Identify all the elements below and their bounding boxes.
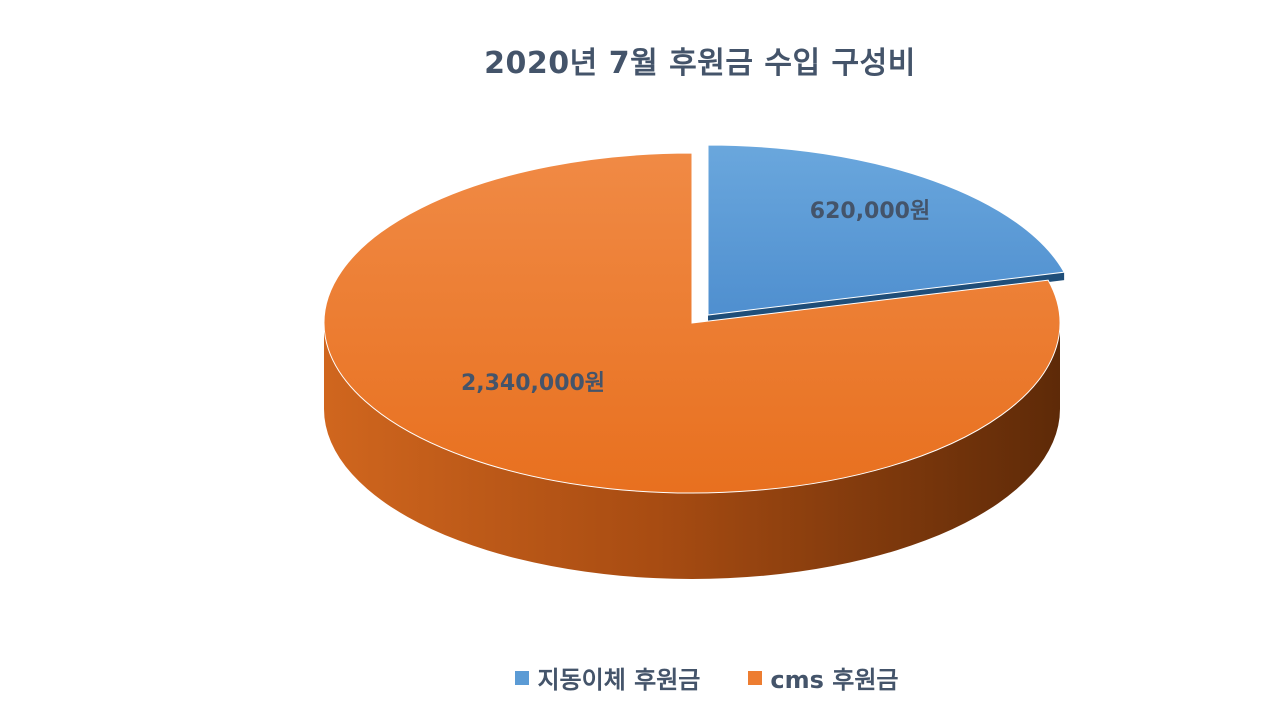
data-label-1: 2,340,000원 <box>461 371 605 396</box>
legend-label-0: 지동이체 후원금 <box>537 666 701 694</box>
pie-slice-0 <box>707 144 1065 316</box>
pie-tops <box>323 144 1065 494</box>
data-label-0: 620,000원 <box>810 199 930 224</box>
legend-swatch-1 <box>748 670 763 685</box>
legend: 지동이체 후원금 cms 후원금 <box>0 660 1280 695</box>
pie-slice-1 <box>323 152 1061 494</box>
legend-label-1: cms 후원금 <box>770 666 899 694</box>
legend-item-1: cms 후원금 <box>748 660 899 695</box>
legend-item-0: 지동이체 후원금 <box>515 660 700 695</box>
legend-swatch-0 <box>515 670 530 685</box>
pie-side-1 <box>324 323 1060 579</box>
chart-title: 2020년 7월 후원금 수입 구성비 <box>484 46 916 81</box>
pie-labels: 620,000원 2,340,000원 <box>461 199 930 396</box>
